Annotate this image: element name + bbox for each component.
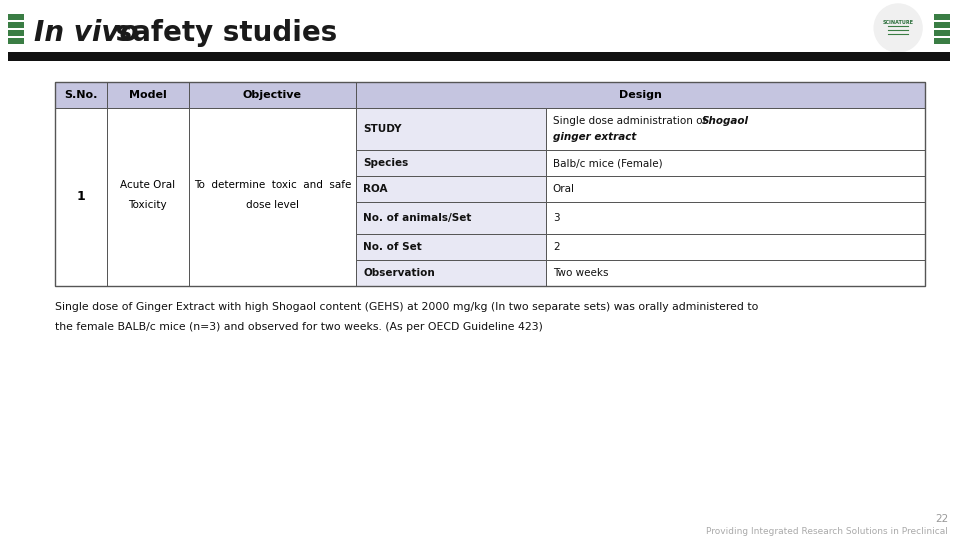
Bar	[8, 38, 24, 44]
Text: Providing Integrated Research Solutions in Preclinical: Providing Integrated Research Solutions …	[707, 527, 948, 536]
Bar	[55, 108, 107, 286]
Bar	[188, 108, 356, 286]
Text: Two weeks: Two weeks	[553, 268, 609, 278]
Text: No. of Set: No. of Set	[363, 242, 422, 252]
Text: 22: 22	[935, 514, 948, 524]
Text: Model: Model	[129, 90, 167, 100]
Text: 3: 3	[553, 213, 560, 223]
Text: Balb/c mice (Female): Balb/c mice (Female)	[553, 158, 662, 168]
Bar	[356, 176, 546, 202]
Bar	[8, 22, 24, 28]
Text: Design: Design	[619, 90, 662, 100]
Bar	[934, 14, 950, 20]
Text: safety studies: safety studies	[106, 19, 337, 47]
Bar	[8, 14, 24, 20]
Text: ROA: ROA	[363, 184, 388, 194]
Bar	[356, 234, 546, 260]
Bar	[107, 82, 188, 108]
Text: Acute Oral: Acute Oral	[120, 180, 176, 190]
Bar	[546, 150, 925, 176]
Bar	[934, 30, 950, 36]
Text: the female BALB/c mice (n=3) and observed for two weeks. (As per OECD Guideline : the female BALB/c mice (n=3) and observe…	[55, 322, 542, 332]
Text: S.No.: S.No.	[64, 90, 98, 100]
Text: SCINATURE: SCINATURE	[882, 19, 914, 24]
Bar	[546, 202, 925, 234]
Text: Species: Species	[363, 158, 409, 168]
Bar	[546, 260, 925, 286]
Bar	[8, 52, 950, 61]
Circle shape	[875, 4, 922, 52]
Text: Oral: Oral	[553, 184, 575, 194]
Bar	[356, 82, 925, 108]
Text: 1: 1	[77, 191, 85, 204]
Bar	[356, 202, 546, 234]
Text: STUDY: STUDY	[363, 124, 401, 134]
Text: No. of animals/Set: No. of animals/Set	[363, 213, 471, 223]
Text: Observation: Observation	[363, 268, 435, 278]
Text: Objective: Objective	[243, 90, 302, 100]
Text: In vivo: In vivo	[34, 19, 138, 47]
Bar	[188, 82, 356, 108]
Text: Single dose of Ginger Extract with high Shogaol content (GEHS) at 2000 mg/kg (In: Single dose of Ginger Extract with high …	[55, 302, 758, 312]
Bar	[546, 234, 925, 260]
Bar	[934, 22, 950, 28]
Text: ginger extract: ginger extract	[553, 132, 636, 142]
Bar	[107, 108, 188, 286]
Bar	[546, 176, 925, 202]
Text: Toxicity: Toxicity	[129, 200, 167, 210]
Text: To  determine  toxic  and  safe: To determine toxic and safe	[194, 180, 351, 190]
Bar	[55, 82, 107, 108]
Bar	[8, 30, 24, 36]
Text: Shogaol: Shogaol	[702, 116, 749, 126]
Text: Single dose administration of: Single dose administration of	[553, 116, 709, 126]
Bar	[356, 260, 546, 286]
Bar	[934, 38, 950, 44]
Bar	[55, 82, 925, 286]
Text: dose level: dose level	[246, 200, 299, 210]
Text: 2: 2	[553, 242, 560, 252]
Bar	[546, 108, 925, 150]
Bar	[356, 150, 546, 176]
Bar	[356, 108, 546, 150]
